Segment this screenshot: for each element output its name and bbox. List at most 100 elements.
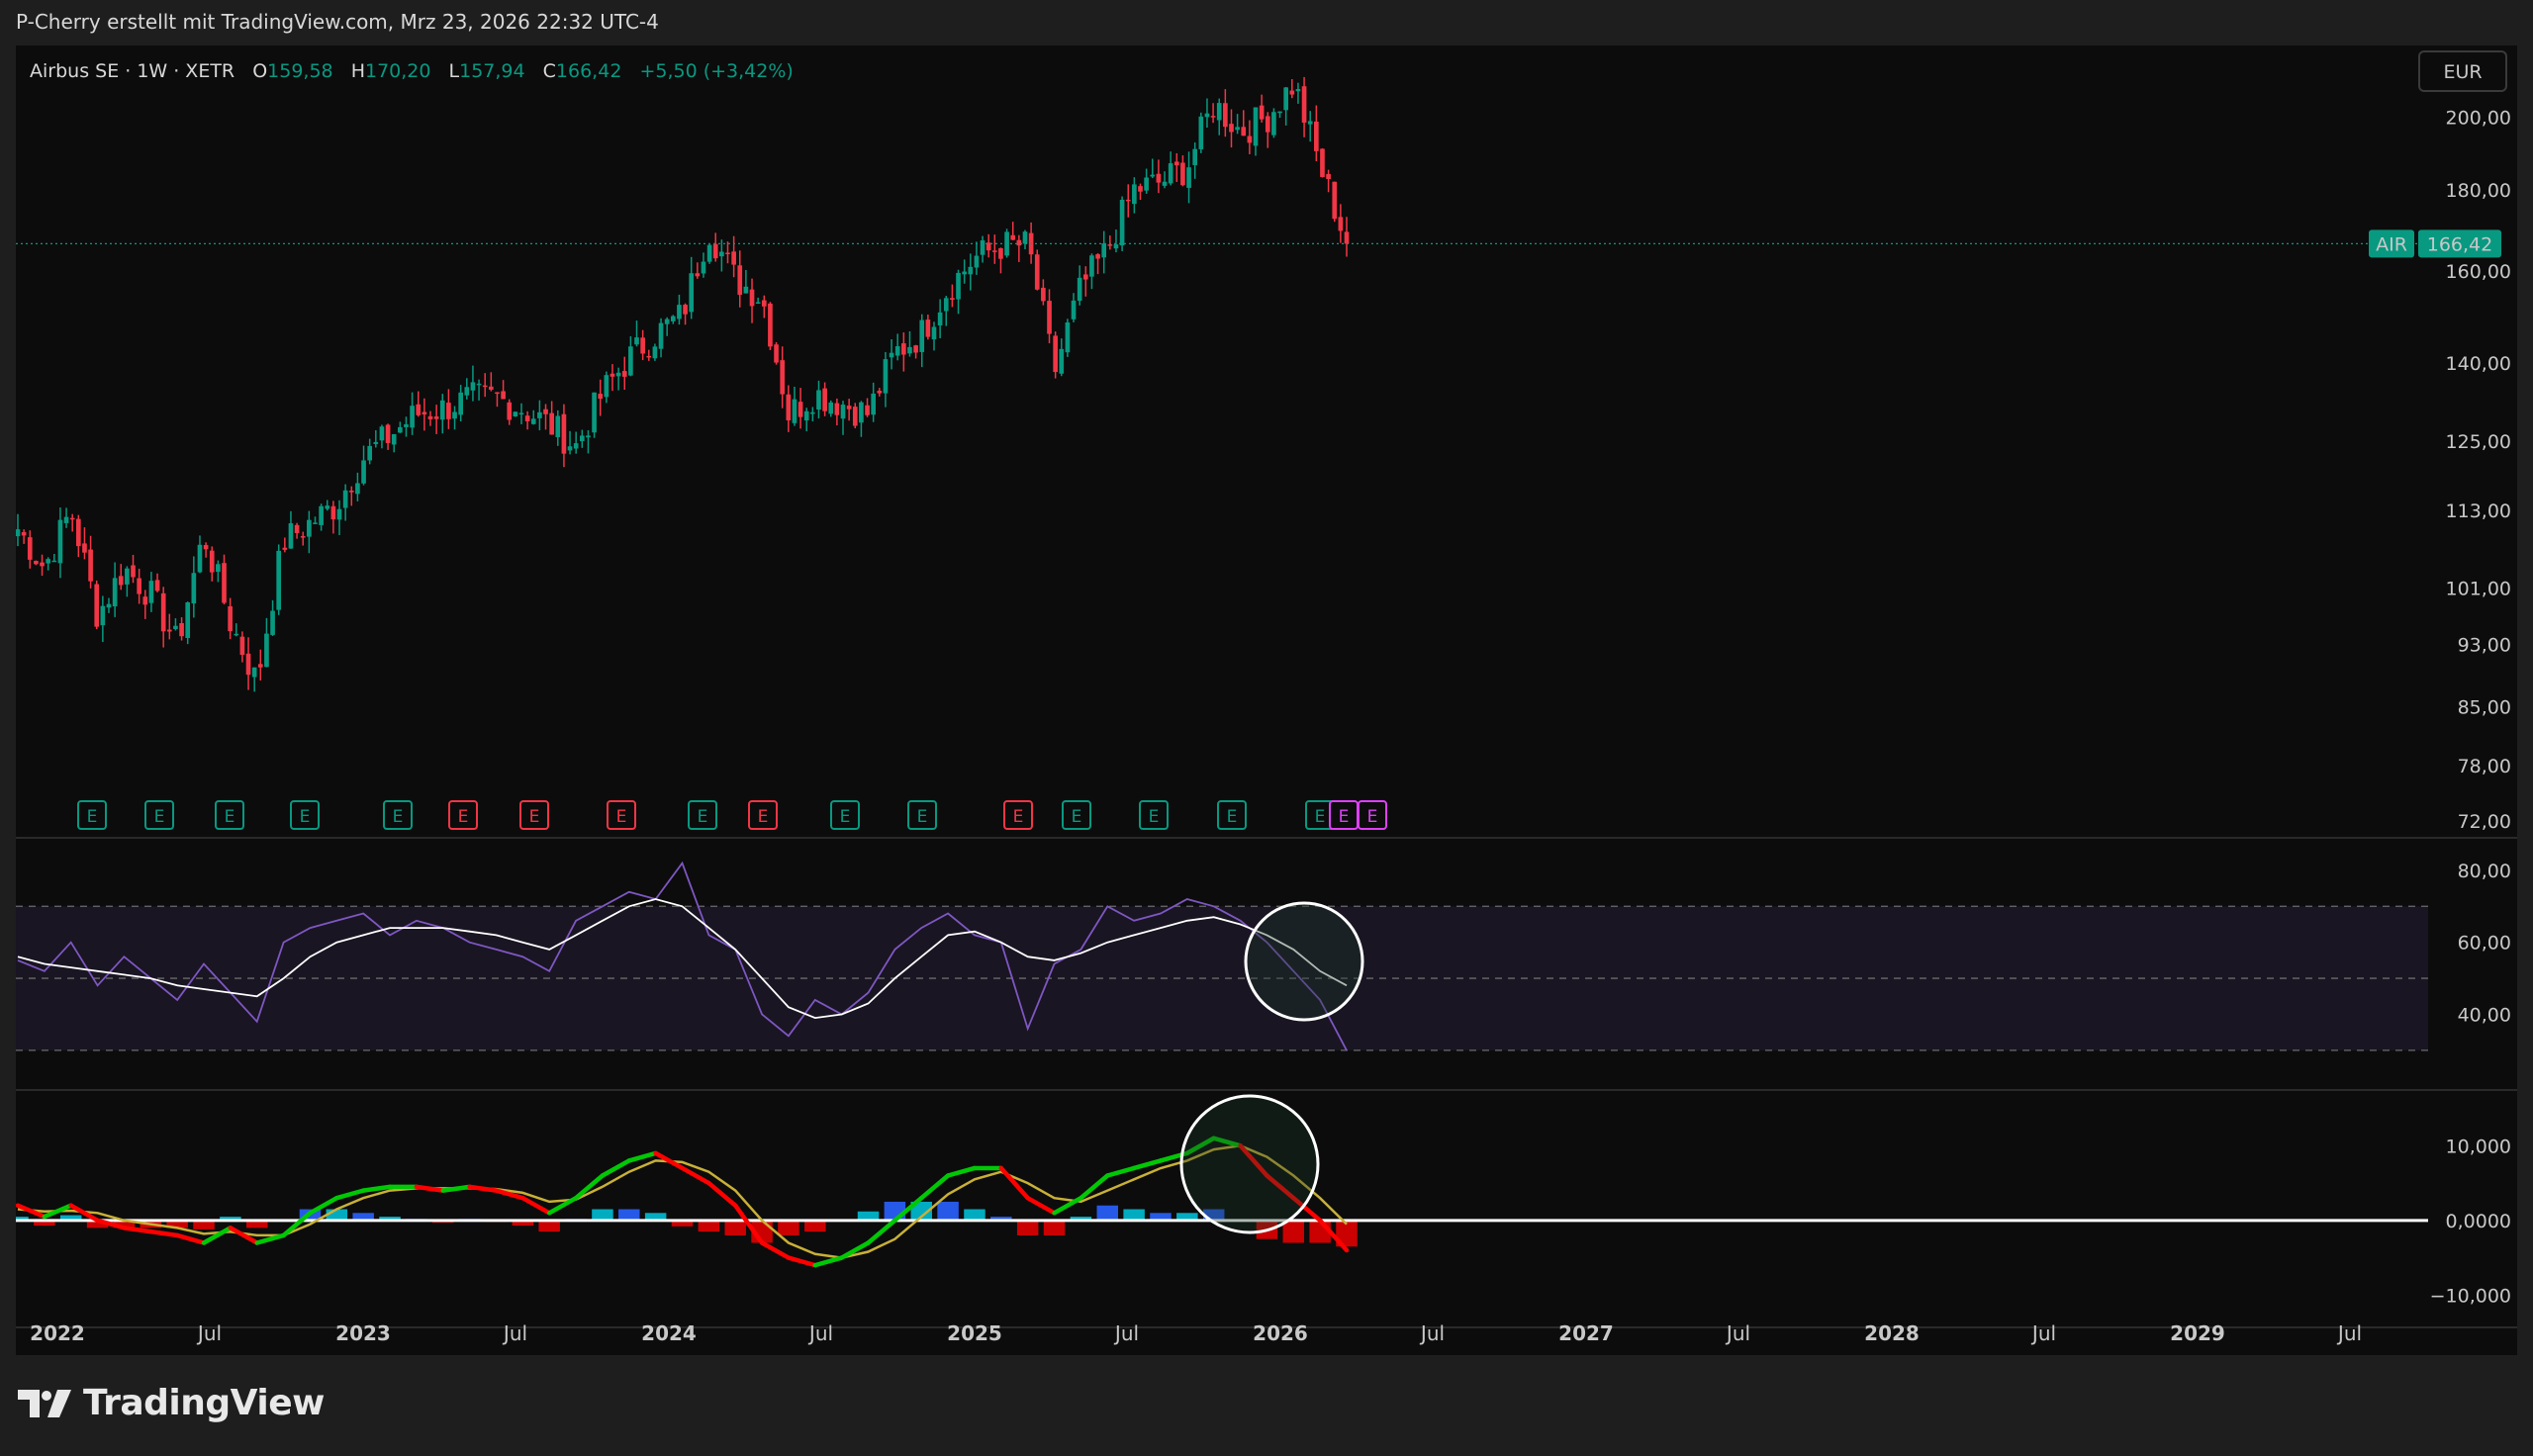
chart-header-text: P-Cherry erstellt mit TradingView.com, M… [16, 10, 659, 34]
earnings-marker-box[interactable] [1139, 800, 1169, 830]
currency-button-frame[interactable] [2418, 50, 2507, 92]
macd-line-segment [600, 1158, 632, 1178]
macd-line-segment [786, 1255, 818, 1268]
candle-body [610, 373, 615, 377]
currency-button[interactable]: EUR [2418, 50, 2507, 92]
earnings-marker-box[interactable] [215, 800, 244, 830]
candle-body [476, 383, 482, 386]
macd-histogram-bar [671, 1220, 694, 1227]
earnings-marker-box[interactable] [1003, 800, 1033, 830]
macd-line-segment [148, 1228, 180, 1238]
price-axis-label: 160,00 [2446, 261, 2511, 283]
earnings-marker-label: E [458, 807, 469, 827]
macd-histogram-bar [778, 1220, 799, 1235]
earnings-marker[interactable]: E [830, 800, 860, 830]
candle-body [379, 426, 385, 441]
earnings-marker[interactable]: E [1217, 800, 1247, 830]
candle-body [410, 406, 415, 428]
earnings-marker[interactable]: E [1329, 800, 1359, 830]
macd-histogram-bar [1336, 1220, 1358, 1247]
macd-line-segment [1211, 1136, 1243, 1148]
time-axis-label: Jul [807, 1321, 833, 1345]
candle-body [245, 653, 251, 676]
earnings-marker[interactable]: E [290, 800, 320, 830]
earnings-marker-box[interactable] [290, 800, 320, 830]
price-tag-ticker-bg [2369, 229, 2414, 258]
candle-body [270, 610, 275, 635]
candle-body [985, 242, 991, 251]
earnings-marker-box[interactable] [77, 800, 107, 830]
time-axis-label: 2024 [641, 1321, 697, 1345]
earnings-marker[interactable]: E [907, 800, 937, 830]
earnings-marker-box[interactable] [830, 800, 860, 830]
macd-line-segment [68, 1203, 100, 1224]
earnings-marker-box[interactable] [907, 800, 937, 830]
earnings-marker[interactable]: E [215, 800, 244, 830]
macd-line-segment [626, 1150, 658, 1163]
macd-histogram-bar [1150, 1213, 1172, 1221]
earnings-marker-label: E [1149, 807, 1160, 827]
candle-body [488, 386, 494, 390]
earnings-marker-box[interactable] [607, 800, 636, 830]
earnings-marker-box[interactable] [748, 800, 778, 830]
earnings-marker[interactable]: E [688, 800, 717, 830]
candle-body [21, 532, 27, 536]
earnings-marker[interactable]: E [448, 800, 478, 830]
earnings-marker-box[interactable] [1217, 800, 1247, 830]
macd-line-segment [1238, 1143, 1269, 1178]
earnings-marker-box[interactable] [383, 800, 413, 830]
price-axis[interactable]: 200,00 180,00 160,00 140,00 125,00 113,00 101,… [16, 107, 2517, 1328]
macd-histogram-bar [618, 1209, 640, 1221]
earnings-marker[interactable]: E [77, 800, 107, 830]
candle-body [628, 346, 633, 376]
macd-line-segment [360, 1184, 393, 1193]
time-axis[interactable]: 2022 Jul 2023 Jul 2024 Jul 2025 Jul 2026 Jul 2027 J… [30, 1321, 2362, 1345]
candle-body [840, 405, 846, 419]
macd-histogram-bar [379, 1217, 401, 1221]
earnings-marker-box[interactable] [1062, 800, 1091, 830]
macd-line-segment [866, 1218, 897, 1245]
earnings-marker[interactable]: E [1062, 800, 1091, 830]
earnings-marker[interactable]: E [607, 800, 636, 830]
candle-body [768, 303, 773, 347]
candle-body [185, 602, 191, 639]
candle-body [173, 625, 178, 629]
earnings-marker-box[interactable] [448, 800, 478, 830]
earnings-marker-box[interactable] [144, 800, 174, 830]
rsi-pane[interactable] [16, 861, 2428, 1051]
macd-pane[interactable] [16, 1094, 2428, 1268]
earnings-marker[interactable]: E [383, 800, 413, 830]
earnings-marker[interactable]: E [748, 800, 778, 830]
earnings-marker-box[interactable] [688, 800, 717, 830]
candle-body [69, 517, 75, 520]
candle-body [846, 406, 852, 410]
currency-button-label[interactable]: EUR [2443, 61, 2482, 83]
time-axis-label: 2023 [335, 1321, 391, 1345]
earnings-marker[interactable]: E [1003, 800, 1033, 830]
earnings-marker-box[interactable] [1358, 800, 1387, 830]
earnings-marker-box[interactable] [519, 800, 549, 830]
earnings-marker[interactable]: E [1358, 800, 1387, 830]
earnings-marker[interactable]: E [144, 800, 174, 830]
candle-body [530, 418, 536, 424]
candle-body [962, 271, 967, 275]
time-axis-label: 2022 [30, 1321, 85, 1345]
legend-close-label: C [543, 60, 556, 82]
earnings-marker[interactable]: E [1139, 800, 1169, 830]
earnings-marker[interactable]: E [519, 800, 549, 830]
candle-body [1089, 255, 1094, 277]
candle-body [937, 312, 943, 326]
price-axis-label: 85,00 [2458, 696, 2511, 718]
candle-body [63, 516, 69, 523]
price-axis-label: 93,00 [2458, 635, 2511, 657]
tradingview-logo[interactable]: TradingView [18, 1383, 325, 1423]
candle-body [1223, 103, 1228, 128]
candle-body [251, 667, 257, 678]
candle-body [191, 573, 197, 604]
candle-body [1204, 113, 1210, 118]
candle-body [1132, 184, 1137, 205]
candle-body [598, 394, 604, 400]
